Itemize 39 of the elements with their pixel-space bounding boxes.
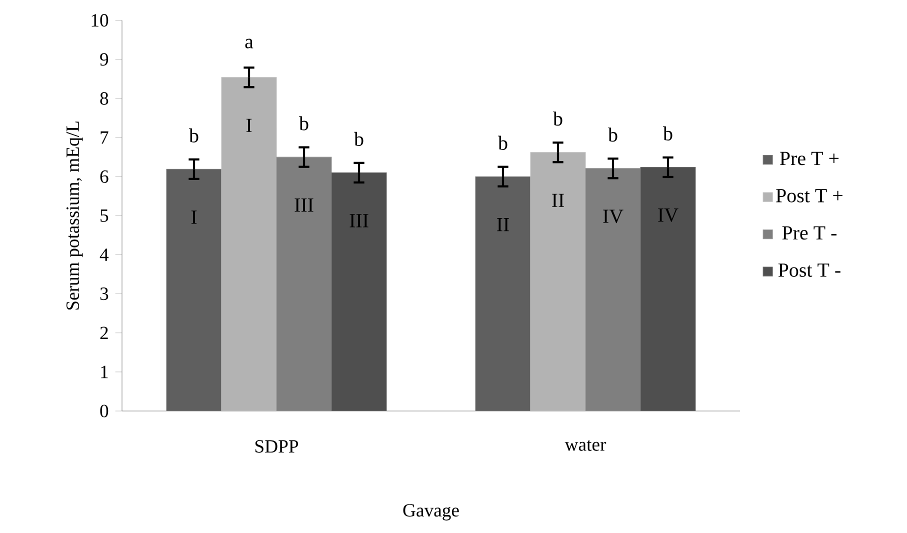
- legend-label: Post T -: [778, 264, 840, 277]
- annotation: IV: [603, 210, 624, 224]
- legend-label: Pre T +: [780, 152, 839, 166]
- y-tick-label: 4: [100, 248, 109, 261]
- annotation: III: [294, 198, 314, 212]
- x-tick-label: SDPP: [255, 440, 298, 453]
- bar: [530, 152, 586, 411]
- y-tick-label: 6: [100, 170, 108, 183]
- annotation: III: [350, 214, 368, 228]
- y-tick-label: 2: [100, 326, 108, 340]
- annotation: II: [552, 194, 564, 207]
- bar: [640, 166, 696, 411]
- annotation: b: [354, 132, 364, 146]
- annotation: I: [246, 118, 252, 132]
- annotation: a: [245, 38, 254, 48]
- x-tick-label: water: [564, 440, 606, 451]
- y-tick-label: 9: [100, 53, 108, 66]
- y-tick-label: 7: [100, 131, 108, 144]
- y-tick-label: 5: [100, 209, 108, 222]
- annotation: I: [191, 210, 197, 224]
- bar: [331, 172, 387, 411]
- annotation: IV: [658, 208, 678, 222]
- legend-label: Pre T -: [782, 226, 836, 240]
- annotation: b: [553, 112, 562, 126]
- annotation: b: [299, 116, 308, 130]
- x-axis-title: Gavage: [403, 504, 459, 520]
- annotation: II: [497, 218, 509, 232]
- annotation: b: [608, 128, 618, 142]
- y-tick-label: 10: [92, 14, 108, 27]
- legend-label: Post T +: [776, 189, 842, 202]
- y-tick-label: 1: [101, 366, 108, 378]
- bar: [221, 77, 277, 411]
- y-axis-title: Serum potassium, mEq/L: [66, 122, 83, 310]
- annotation: b: [189, 128, 198, 142]
- annotation: b: [498, 136, 508, 150]
- annotation: b: [663, 126, 672, 140]
- y-tick-label: 8: [100, 92, 108, 105]
- y-tick-label: 3: [100, 288, 108, 300]
- y-tick-label: 0: [100, 404, 108, 418]
